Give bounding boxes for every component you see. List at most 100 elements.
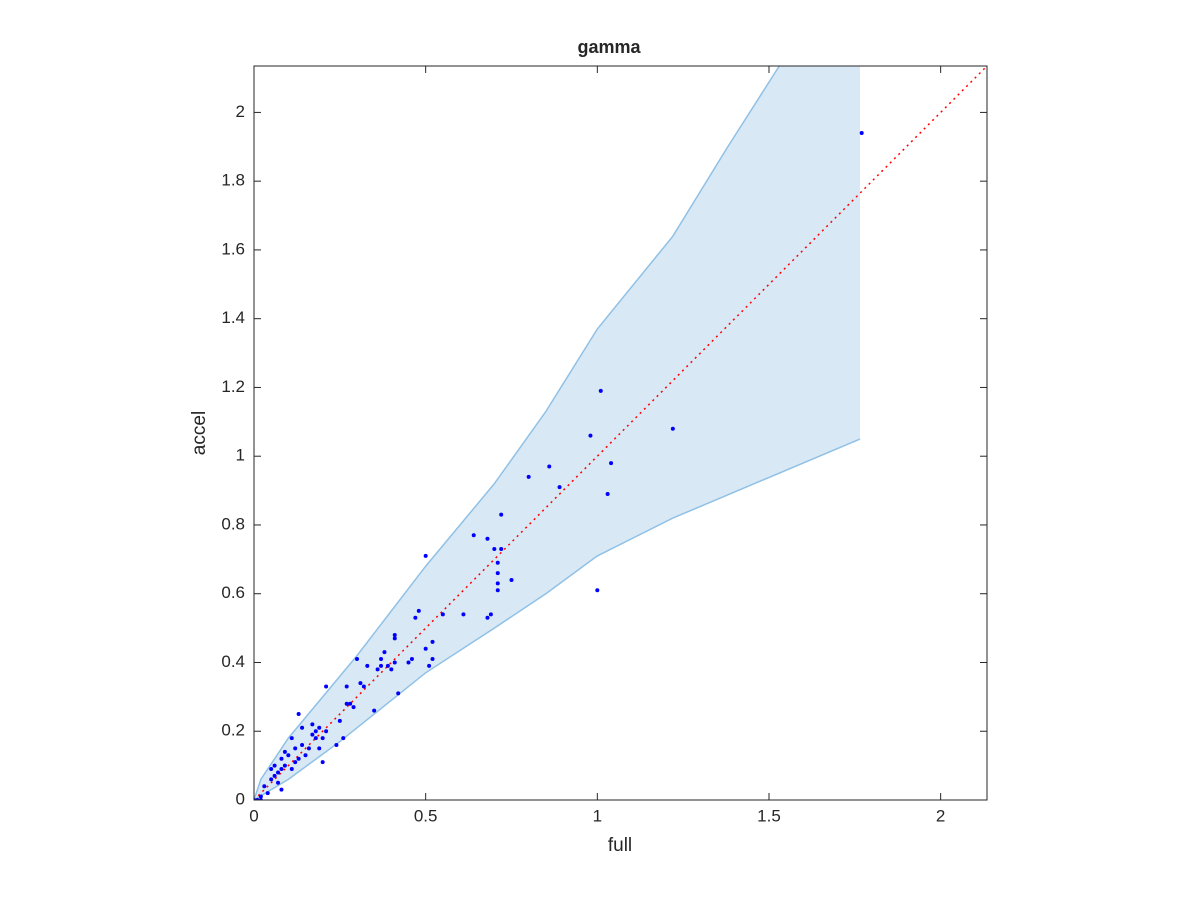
- data-point: [293, 760, 298, 765]
- data-point: [430, 657, 435, 662]
- data-point: [324, 729, 329, 734]
- y-axis-label: accel: [189, 411, 210, 455]
- data-point: [385, 663, 390, 668]
- data-point: [334, 742, 339, 747]
- data-point: [670, 426, 675, 431]
- chart-title: gamma: [577, 37, 641, 57]
- data-point: [300, 725, 305, 730]
- y-tick-label: 1.4: [221, 308, 245, 327]
- x-tick-label: 1.5: [757, 806, 781, 825]
- y-tick-label: 0.8: [221, 514, 245, 533]
- data-point: [282, 763, 287, 768]
- data-point: [488, 612, 493, 617]
- data-point: [588, 433, 593, 438]
- data-point: [262, 784, 267, 789]
- x-tick-label: 1: [593, 806, 602, 825]
- data-point: [495, 588, 500, 593]
- data-point: [269, 777, 274, 782]
- y-tick-label: 1.2: [221, 377, 245, 396]
- data-point: [485, 536, 490, 541]
- data-point: [409, 657, 414, 662]
- data-point: [375, 667, 380, 672]
- y-tick-label: 2: [236, 102, 245, 121]
- data-point: [317, 746, 322, 751]
- data-point: [276, 780, 281, 785]
- data-point: [269, 767, 274, 772]
- y-tick-label: 1: [236, 446, 245, 465]
- x-axis-label: full: [608, 835, 632, 856]
- data-point: [859, 131, 864, 136]
- data-point: [372, 708, 377, 713]
- data-point: [595, 588, 600, 593]
- data-point: [286, 753, 291, 758]
- data-point: [605, 492, 610, 497]
- data-point: [276, 770, 281, 775]
- data-point: [471, 533, 476, 538]
- data-point: [303, 753, 308, 758]
- data-point: [379, 663, 384, 668]
- data-point: [495, 571, 500, 576]
- y-tick-label: 0.2: [221, 721, 245, 740]
- y-tick-label: 1.6: [221, 239, 245, 258]
- data-point: [337, 718, 342, 723]
- y-tick-label: 1.8: [221, 171, 245, 190]
- data-point: [423, 646, 428, 651]
- x-tick-label: 0.5: [414, 806, 438, 825]
- data-point: [440, 612, 445, 617]
- data-point: [379, 657, 384, 662]
- data-point: [348, 701, 353, 706]
- data-point: [392, 632, 397, 637]
- axes-box: [253, 65, 988, 801]
- data-point: [416, 608, 421, 613]
- data-point: [413, 615, 418, 620]
- data-point: [289, 767, 294, 772]
- data-point: [279, 756, 284, 761]
- data-point: [310, 722, 315, 727]
- data-point: [557, 485, 562, 490]
- data-point: [495, 560, 500, 565]
- y-tick-label: 0.4: [221, 652, 245, 671]
- data-point: [392, 636, 397, 641]
- band-upper-edge: [254, 66, 780, 800]
- data-point: [279, 787, 284, 792]
- data-point: [392, 660, 397, 665]
- data-point: [272, 773, 277, 778]
- data-point: [509, 577, 514, 582]
- data-point: [341, 736, 346, 741]
- data-point: [389, 667, 394, 672]
- data-point: [526, 474, 531, 479]
- data-point: [272, 763, 277, 768]
- axes: 0 0.5 1 1.5 2 0 0.2 0.4 0.6 0.8 1 1.2 1.4 1.6 1.8 2: [221, 65, 988, 825]
- reference-line: [254, 66, 987, 800]
- data-point: [499, 512, 504, 517]
- data-point: [358, 681, 363, 686]
- confidence-band: [254, 66, 860, 800]
- data-point: [296, 756, 301, 761]
- data-point: [354, 657, 359, 662]
- data-point: [265, 791, 270, 796]
- data-point: [423, 553, 428, 558]
- x-tick-label: 0: [249, 806, 258, 825]
- data-point: [320, 760, 325, 765]
- data-point: [320, 736, 325, 741]
- data-point: [313, 729, 318, 734]
- data-point: [396, 691, 401, 696]
- x-tick-label: 2: [936, 806, 945, 825]
- data-point: [361, 684, 366, 689]
- data-point: [461, 612, 466, 617]
- data-point: [499, 547, 504, 552]
- data-point: [430, 639, 435, 644]
- data-point: [300, 742, 305, 747]
- data-point: [406, 660, 411, 665]
- data-point: [279, 767, 284, 772]
- y-tick-label: 0: [236, 789, 245, 808]
- data-point: [293, 746, 298, 751]
- data-point: [313, 736, 318, 741]
- data-point: [296, 712, 301, 717]
- band-lower-edge: [254, 438, 861, 800]
- y-tick-label: 0.6: [221, 583, 245, 602]
- data-point: [492, 547, 497, 552]
- data-point: [317, 725, 322, 730]
- data-point: [324, 684, 329, 689]
